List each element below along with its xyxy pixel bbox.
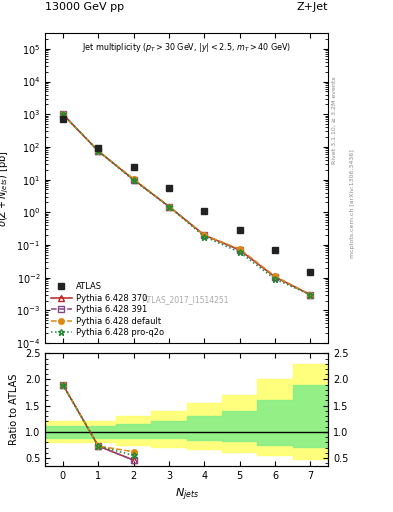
Pythia 6.428 370: [308, 292, 313, 298]
Pythia 6.428 391: [273, 274, 277, 280]
Pythia 6.428 391: [308, 292, 313, 298]
Pythia 6.428 370: [237, 247, 242, 253]
Pythia 6.428 370: [131, 177, 136, 183]
Pythia 6.428 391: [237, 247, 242, 253]
Pythia 6.428 370: [61, 111, 65, 117]
Text: Rivet 3.1.10, ≥ 3.2M events: Rivet 3.1.10, ≥ 3.2M events: [332, 76, 337, 164]
Y-axis label: $\sigma(Z + N_{jets})$ [pb]: $\sigma(Z + N_{jets})$ [pb]: [0, 150, 11, 226]
Pythia 6.428 391: [167, 203, 171, 209]
ATLAS: [273, 247, 277, 253]
Pythia 6.428 370: [96, 148, 101, 154]
ATLAS: [237, 227, 242, 233]
Pythia 6.428 pro-q2o: [167, 203, 171, 209]
Pythia 6.428 pro-q2o: [202, 233, 207, 240]
ATLAS: [167, 185, 171, 191]
ATLAS: [308, 269, 313, 275]
Pythia 6.428 370: [273, 274, 277, 280]
Pythia 6.428 pro-q2o: [96, 148, 101, 154]
Pythia 6.428 pro-q2o: [131, 177, 136, 183]
Pythia 6.428 pro-q2o: [61, 111, 65, 117]
Text: 13000 GeV pp: 13000 GeV pp: [45, 2, 124, 12]
Pythia 6.428 391: [96, 148, 101, 154]
Text: ATLAS_2017_I1514251: ATLAS_2017_I1514251: [143, 295, 230, 304]
Pythia 6.428 default: [167, 203, 171, 209]
Pythia 6.428 default: [202, 232, 207, 238]
Pythia 6.428 default: [131, 176, 136, 182]
Pythia 6.428 391: [131, 177, 136, 183]
Pythia 6.428 default: [96, 148, 101, 154]
Text: mcplots.cern.ch [arXiv:1306.3436]: mcplots.cern.ch [arXiv:1306.3436]: [350, 150, 355, 258]
Line: Pythia 6.428 default: Pythia 6.428 default: [60, 112, 313, 297]
Line: Pythia 6.428 pro-q2o: Pythia 6.428 pro-q2o: [59, 111, 314, 298]
Pythia 6.428 391: [202, 232, 207, 238]
X-axis label: $N_{jets}$: $N_{jets}$: [174, 486, 199, 503]
ATLAS: [131, 163, 136, 169]
Line: ATLAS: ATLAS: [59, 116, 314, 275]
ATLAS: [96, 145, 101, 152]
Pythia 6.428 pro-q2o: [237, 249, 242, 255]
Pythia 6.428 default: [61, 111, 65, 117]
Pythia 6.428 default: [237, 246, 242, 252]
Line: Pythia 6.428 370: Pythia 6.428 370: [60, 112, 313, 297]
Line: Pythia 6.428 391: Pythia 6.428 391: [60, 112, 313, 297]
Pythia 6.428 default: [273, 273, 277, 280]
Pythia 6.428 default: [308, 292, 313, 298]
Text: Jet multiplicity ($p_T > 30$ GeV, $|y| < 2.5$, $m_T > 40$ GeV): Jet multiplicity ($p_T > 30$ GeV, $|y| <…: [82, 41, 291, 54]
Text: Z+Jet: Z+Jet: [297, 2, 328, 12]
ATLAS: [202, 208, 207, 214]
Legend: ATLAS, Pythia 6.428 370, Pythia 6.428 391, Pythia 6.428 default, Pythia 6.428 pr: ATLAS, Pythia 6.428 370, Pythia 6.428 39…: [50, 281, 166, 339]
Pythia 6.428 391: [61, 111, 65, 117]
ATLAS: [61, 116, 65, 122]
Pythia 6.428 370: [202, 232, 207, 238]
Pythia 6.428 pro-q2o: [308, 292, 313, 298]
Pythia 6.428 pro-q2o: [273, 276, 277, 282]
Pythia 6.428 370: [167, 203, 171, 209]
Y-axis label: Ratio to ATLAS: Ratio to ATLAS: [9, 374, 19, 445]
